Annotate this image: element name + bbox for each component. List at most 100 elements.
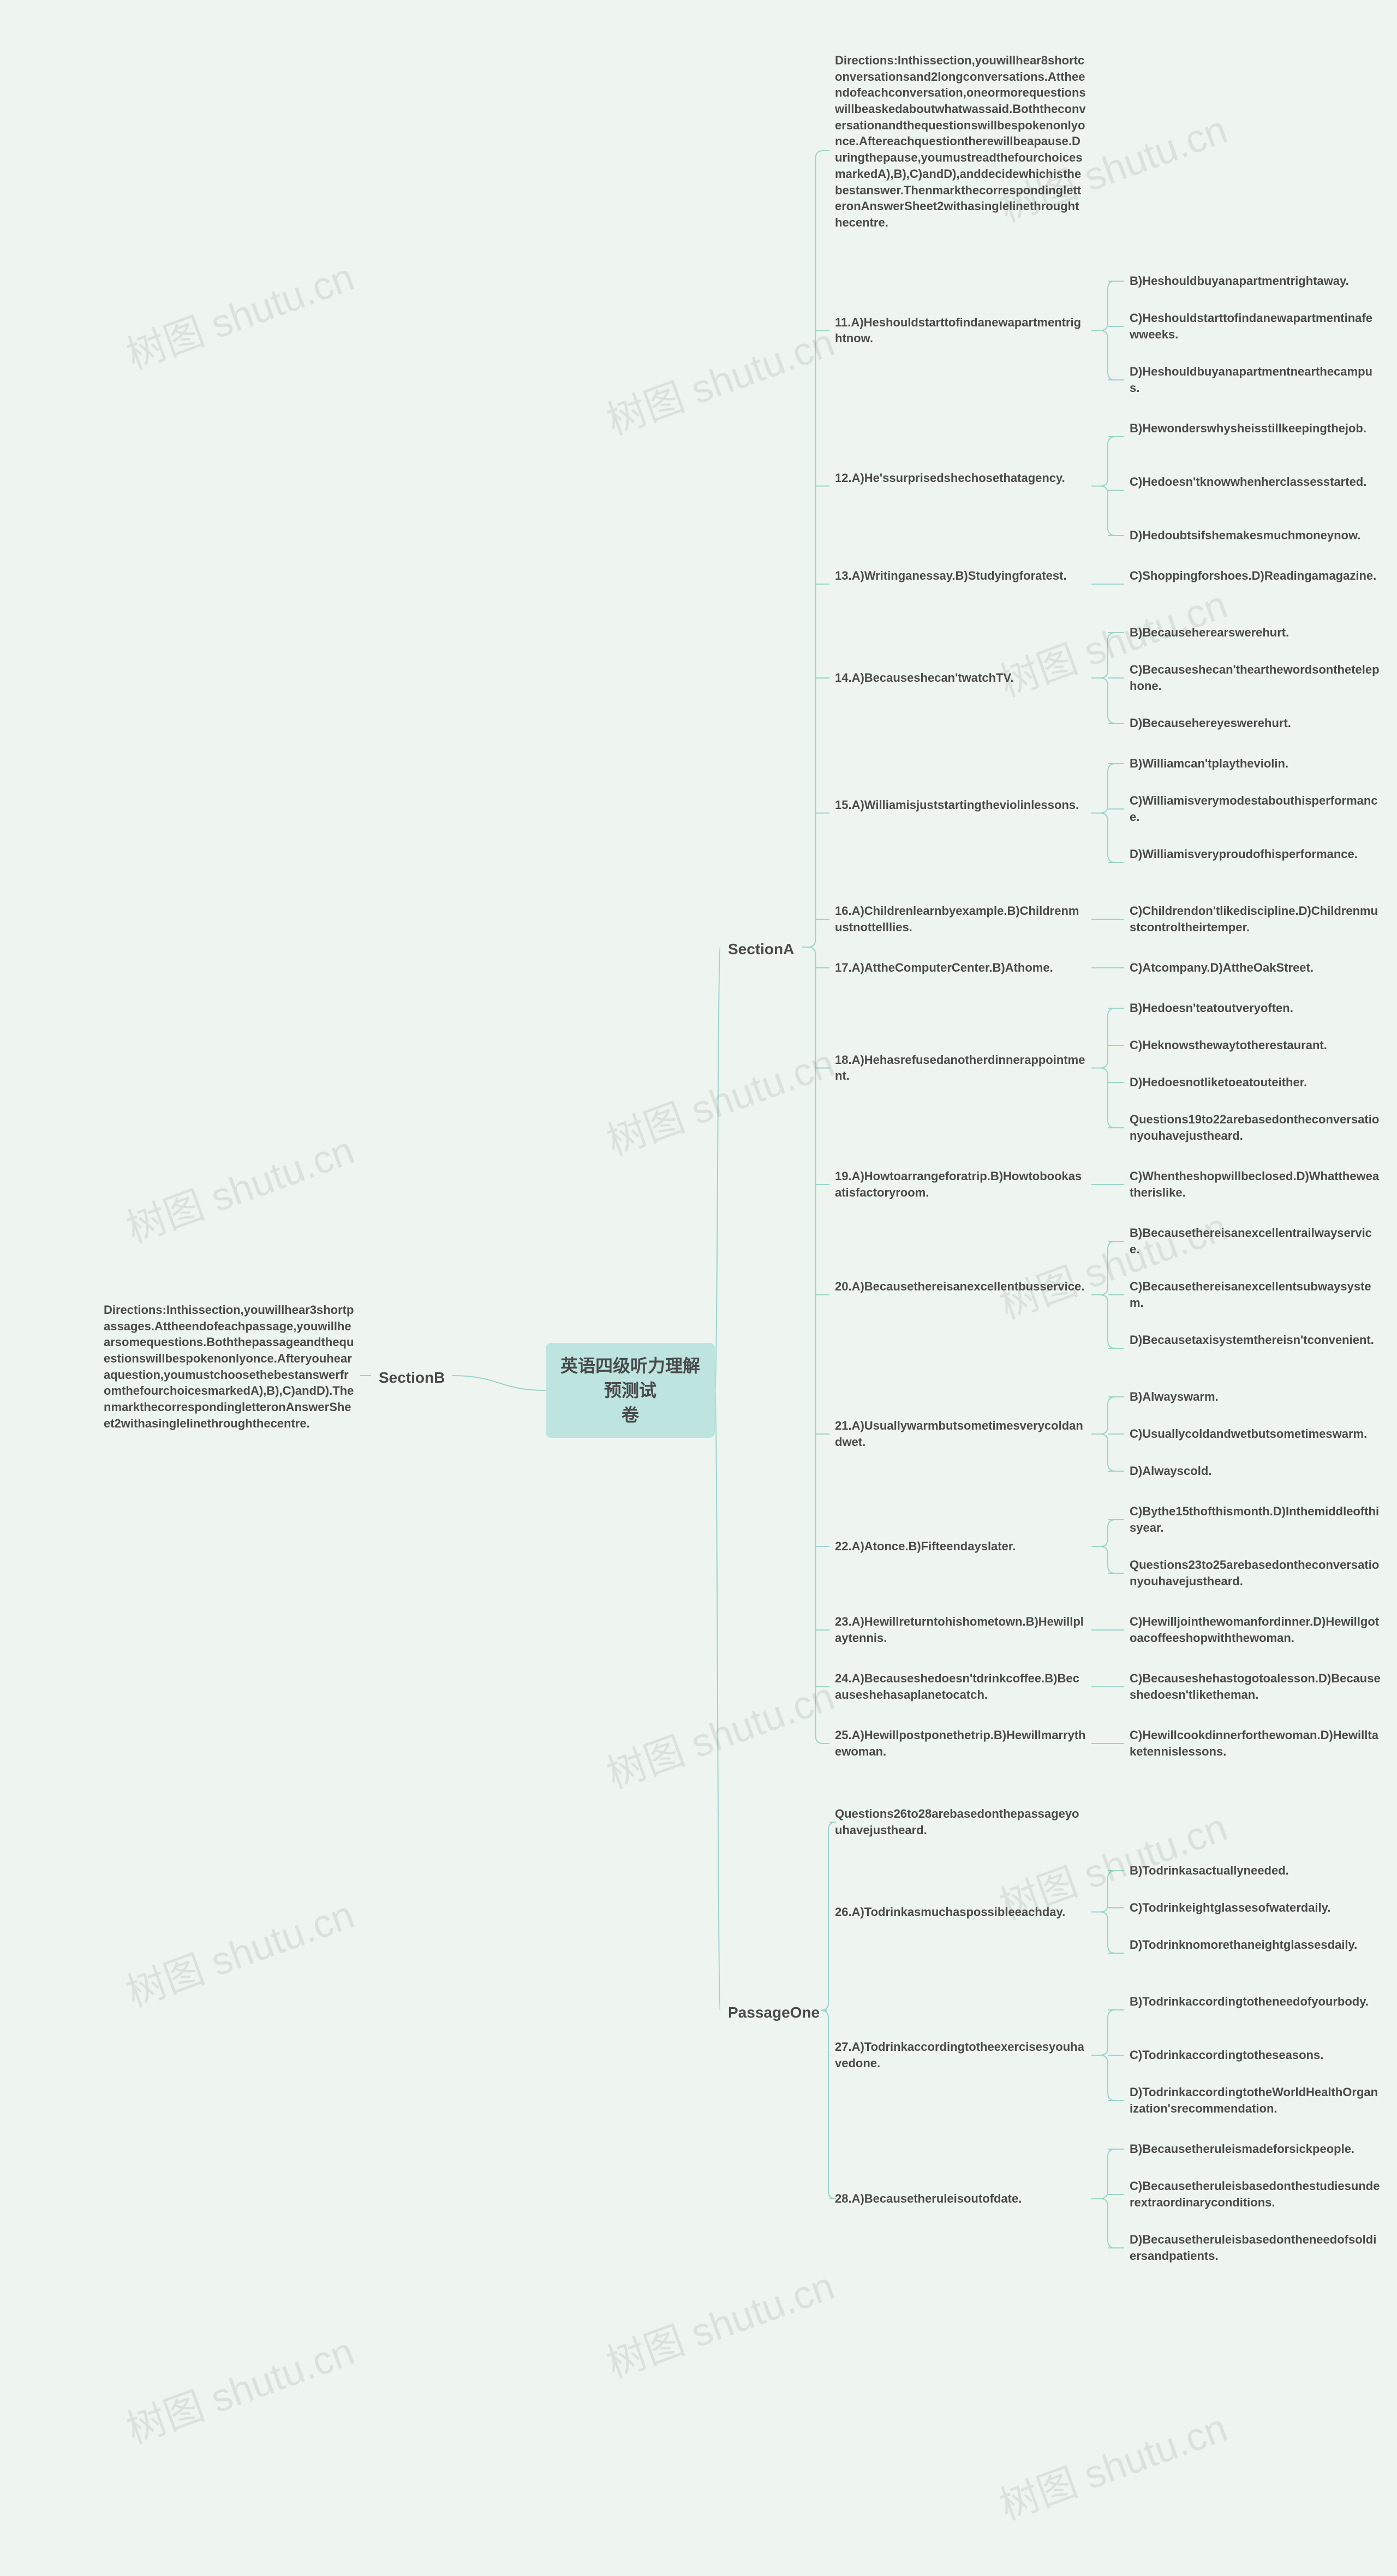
sectionA-child-label: C)Whentheshopwillbeclosed.D)Whattheweath… (1130, 1168, 1381, 1200)
sectionA-item: 23.A)Hewillreturntohishometown.B)Hewillp… (829, 1610, 1091, 1649)
sectionA-item: 25.A)Hewillpostponethetrip.B)Hewillmarry… (829, 1724, 1091, 1763)
sectionB-node-label: SectionB (379, 1367, 445, 1388)
sectionA-child: C)Whentheshopwillbeclosed.D)Whattheweath… (1124, 1165, 1386, 1204)
sectionA-child-label: D)Becausehereyeswerehurt. (1130, 715, 1381, 731)
sectionA-item: 21.A)Usuallywarmbutsometimesverycoldandw… (829, 1414, 1091, 1453)
passage-child: B)Becausetheruleismadeforsickpeople. (1124, 2138, 1386, 2161)
sectionA-child-label: D)Becausetaxisystemthereisn'tconvenient. (1130, 1332, 1381, 1348)
passage-child: D)Todrinknomorethaneightglassesdaily. (1124, 1934, 1386, 1956)
sectionA-child: D)Becausehereyeswerehurt. (1124, 712, 1386, 735)
sectionA-child-label: C)Bythe15thofthismonth.D)Inthemiddleofth… (1130, 1503, 1381, 1536)
sectionA-child-label: Questions19to22arebasedontheconversation… (1130, 1111, 1381, 1144)
passage-child: C)Todrinkaccordingtotheseasons. (1124, 2044, 1386, 2067)
sectionA-child-label: C)Hewillcookdinnerforthewoman.D)Hewillta… (1130, 1727, 1381, 1759)
sectionA-item-label: 16.A)Childrenlearnbyexample.B)Childrenmu… (835, 903, 1086, 935)
sectionA-item: 11.A)Heshouldstarttofindanewapartmentrig… (829, 311, 1091, 350)
sectionA-item: 16.A)Childrenlearnbyexample.B)Childrenmu… (829, 900, 1091, 938)
sectionA-child: C)Heshouldstarttofindanewapartmentinafew… (1124, 307, 1386, 346)
sectionA-child: C)Atcompany.D)AttheOakStreet. (1124, 956, 1386, 979)
watermark: 树图 shutu.cn (117, 1883, 361, 2018)
sectionA-item-label: 18.A)Hehasrefusedanotherdinnerappointmen… (835, 1052, 1086, 1084)
root-node: 英语四级听力理解预测试卷 (546, 1343, 715, 1438)
watermark: 树图 shutu.cn (117, 2319, 361, 2455)
watermark: 树图 shutu.cn (598, 1031, 841, 1167)
passage-child-label: D)Todrinknomorethaneightglassesdaily. (1130, 1937, 1381, 1953)
sectionA-child: Questions19to22arebasedontheconversation… (1124, 1108, 1386, 1147)
sectionA-child: D)Becausetaxisystemthereisn'tconvenient. (1124, 1329, 1386, 1352)
passage-child: C)Todrinkeightglassesofwaterdaily. (1124, 1896, 1386, 1919)
passageOne-node: PassageOne (720, 1997, 827, 2028)
sectionA-child: B)Hewonderswhysheisstillkeepingthejob. (1124, 417, 1386, 440)
sectionA-child: B)Becauseherearswerehurt. (1124, 621, 1386, 644)
sectionA-child-label: D)Hedoesnotliketoeatouteither. (1130, 1074, 1381, 1091)
passageOne-node-label: PassageOne (728, 2002, 820, 2023)
watermark: 树图 shutu.cn (598, 2254, 841, 2389)
sectionA-child-label: C)Atcompany.D)AttheOakStreet. (1130, 960, 1381, 976)
sectionA-child-label: C)Shoppingforshoes.D)Readingamagazine. (1130, 568, 1381, 584)
sectionA-item: 13.A)Writinganessay.B)Studyingforatest. (829, 564, 1091, 587)
passage-child-label: D)TodrinkaccordingtotheWorldHealthOrgani… (1130, 2084, 1381, 2116)
sectionB-directions-label: Directions:Inthissection,youwillhear3sho… (104, 1302, 355, 1432)
passage-child-label: C)Todrinkaccordingtotheseasons. (1130, 2047, 1381, 2063)
sectionA-item: Directions:Inthissection,youwillhear8sho… (829, 49, 1091, 234)
watermark: 树图 shutu.cn (117, 1119, 361, 1254)
sectionA-item: 22.A)Atonce.B)Fifteendayslater. (829, 1535, 1091, 1558)
sectionA-child: D)Heshouldbuyanapartmentnearthecampus. (1124, 360, 1386, 399)
sectionA-child: D)Williamisveryproudofhisperformance. (1124, 843, 1386, 866)
sectionA-item-label: 12.A)He'ssurprisedshechosethatagency. (835, 470, 1086, 486)
passage-item: 28.A)Becausetheruleisoutofdate. (829, 2187, 1091, 2210)
sectionA-item: 15.A)Williamisjuststartingtheviolinlesso… (829, 794, 1091, 817)
sectionA-child-label: D)Heshouldbuyanapartmentnearthecampus. (1130, 364, 1381, 396)
sectionA-child: B)Becausethereisanexcellentrailwayservic… (1124, 1222, 1386, 1260)
sectionA-item: 17.A)AttheComputerCenter.B)Athome. (829, 956, 1091, 979)
sectionA-item-label: 24.A)Becauseshedoesn'tdrinkcoffee.B)Beca… (835, 1670, 1086, 1703)
passage-child: D)TodrinkaccordingtotheWorldHealthOrgani… (1124, 2081, 1386, 2120)
sectionA-child: D)Hedoubtsifshemakesmuchmoneynow. (1124, 524, 1386, 547)
sectionA-item-label: 20.A)Becausethereisanexcellentbusservice… (835, 1278, 1086, 1295)
passage-child-label: B)Todrinkasactuallyneeded. (1130, 1863, 1381, 1879)
sectionA-node: SectionA (720, 933, 802, 965)
sectionA-child: C)Shoppingforshoes.D)Readingamagazine. (1124, 564, 1386, 587)
sectionA-item: 20.A)Becausethereisanexcellentbusservice… (829, 1275, 1091, 1298)
sectionA-child: Questions23to25arebasedontheconversation… (1124, 1554, 1386, 1592)
sectionA-child-label: C)Becauseshehastogotoalesson.D)Becausesh… (1130, 1670, 1381, 1703)
sectionA-child: C)Becauseshehastogotoalesson.D)Becausesh… (1124, 1667, 1386, 1706)
sectionA-child: C)Becauseshecan'thearthewordsontheteleph… (1124, 658, 1386, 697)
sectionA-child: C)Childrendon'tlikediscipline.D)Children… (1124, 900, 1386, 938)
sectionA-item-label: 17.A)AttheComputerCenter.B)Athome. (835, 960, 1086, 976)
sectionA-child-label: C)Childrendon'tlikediscipline.D)Children… (1130, 903, 1381, 935)
sectionA-item: 12.A)He'ssurprisedshechosethatagency. (829, 467, 1091, 490)
sectionA-item-label: 14.A)Becauseshecan'twatchTV. (835, 670, 1086, 686)
passage-child-label: D)Becausetheruleisbasedontheneedofsoldie… (1130, 2232, 1381, 2264)
sectionA-child-label: C)Hewilljointhewomanfordinner.D)Hewillgo… (1130, 1614, 1381, 1646)
sectionA-item-label: 13.A)Writinganessay.B)Studyingforatest. (835, 568, 1086, 584)
passage-item: 26.A)Todrinkasmuchaspossibleeachday. (829, 1901, 1091, 1924)
sectionA-child: D)Alwayscold. (1124, 1460, 1386, 1483)
sectionA-child-label: B)Alwayswarm. (1130, 1389, 1381, 1405)
passage-child: C)Becausetheruleisbasedonthestudiesunder… (1124, 2175, 1386, 2214)
sectionA-child: B)Heshouldbuyanapartmentrightaway. (1124, 270, 1386, 293)
passage-item-label: 27.A)Todrinkaccordingtotheexercisesyouha… (835, 2039, 1086, 2071)
sectionA-item-label: 15.A)Williamisjuststartingtheviolinlesso… (835, 797, 1086, 813)
passage-item: 27.A)Todrinkaccordingtotheexercisesyouha… (829, 2036, 1091, 2074)
sectionA-child: C)Williamisverymodestabouthisperformance… (1124, 789, 1386, 828)
passage-child-label: B)Becausetheruleismadeforsickpeople. (1130, 2141, 1381, 2157)
sectionA-child-label: C)Becausethereisanexcellentsubwaysystem. (1130, 1278, 1381, 1311)
sectionA-child: C)Usuallycoldandwetbutsometimeswarm. (1124, 1423, 1386, 1445)
passage-child-label: C)Becausetheruleisbasedonthestudiesunder… (1130, 2178, 1381, 2210)
watermark: 树图 shutu.cn (598, 1664, 841, 1800)
sectionA-child-label: B)Heshouldbuyanapartmentrightaway. (1130, 273, 1381, 289)
sectionA-item-label: 23.A)Hewillreturntohishometown.B)Hewillp… (835, 1614, 1086, 1646)
sectionA-child: B)Alwayswarm. (1124, 1385, 1386, 1408)
watermark: 树图 shutu.cn (990, 2396, 1234, 2531)
sectionA-child: C)Hedoesn'tknowwhenherclassesstarted. (1124, 471, 1386, 493)
sectionA-child: C)Becausethereisanexcellentsubwaysystem. (1124, 1275, 1386, 1314)
sectionA-child-label: Questions23to25arebasedontheconversation… (1130, 1557, 1381, 1589)
sectionA-node-label: SectionA (728, 939, 794, 960)
sectionA-child-label: C)Usuallycoldandwetbutsometimeswarm. (1130, 1426, 1381, 1442)
sectionA-child-label: D)Hedoubtsifshemakesmuchmoneynow. (1130, 527, 1381, 544)
sectionA-child-label: C)Hedoesn'tknowwhenherclassesstarted. (1130, 474, 1381, 490)
sectionA-item-label: 19.A)Howtoarrangeforatrip.B)Howtobookasa… (835, 1168, 1086, 1200)
watermark: 树图 shutu.cn (117, 245, 361, 380)
sectionA-child: C)Bythe15thofthismonth.D)Inthemiddleofth… (1124, 1500, 1386, 1539)
